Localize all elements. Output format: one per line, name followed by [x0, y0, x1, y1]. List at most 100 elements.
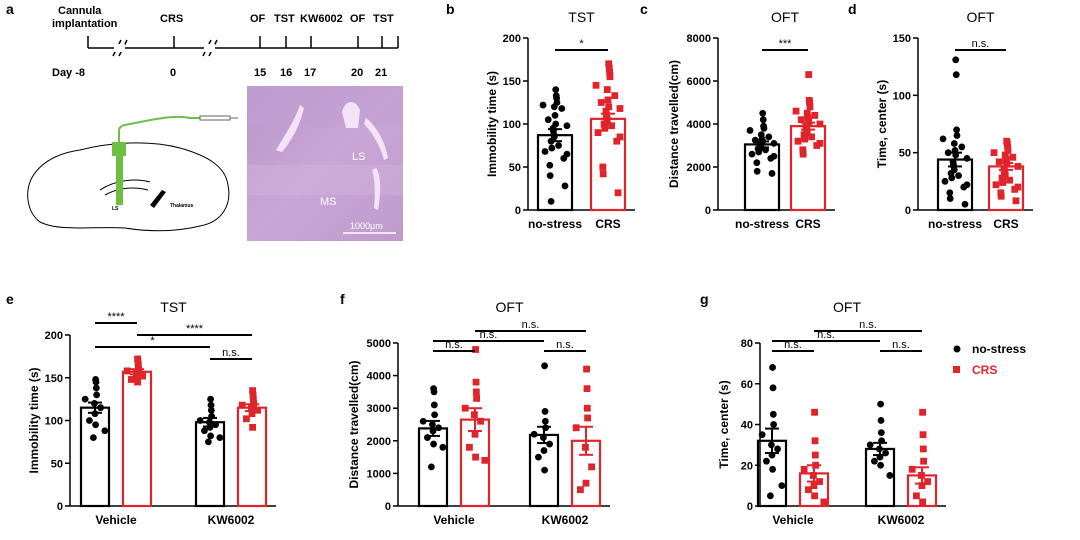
- data-point-crs: [803, 109, 811, 117]
- data-point-no-stress: [419, 417, 427, 425]
- chart-title: OFT: [967, 9, 995, 25]
- data-point-crs: [816, 478, 823, 485]
- data-point-no-stress: [960, 183, 968, 191]
- y-tick-label: 80: [741, 338, 753, 350]
- significance-label: ****: [186, 323, 204, 335]
- data-point-no-stress: [560, 155, 568, 162]
- data-point-crs: [792, 107, 800, 115]
- data-point-no-stress: [866, 441, 874, 449]
- data-point-crs: [249, 395, 257, 403]
- data-point-no-stress: [207, 432, 214, 440]
- data-point-crs: [804, 114, 812, 121]
- data-point-crs: [810, 482, 818, 490]
- data-point-crs: [797, 116, 805, 124]
- y-tick-label: 8000: [687, 33, 711, 45]
- data-point-crs: [134, 361, 142, 369]
- data-point-no-stress: [952, 71, 960, 79]
- data-point-crs: [588, 463, 595, 471]
- timeline-day-0: 0: [170, 67, 176, 79]
- data-point-no-stress: [751, 136, 759, 144]
- data-point-no-stress: [547, 198, 555, 205]
- y-tick-label: 1000: [367, 468, 391, 480]
- data-point-crs: [248, 410, 256, 418]
- data-point-crs: [477, 417, 484, 425]
- legend: no-stress CRS: [953, 342, 1026, 377]
- timeline-event-cannula: Cannula: [58, 5, 102, 17]
- data-point-no-stress: [430, 440, 437, 448]
- x-category-label: KW6002: [542, 513, 589, 527]
- data-point-crs: [472, 346, 479, 353]
- y-tick-label: 4000: [687, 119, 711, 131]
- data-point-no-stress: [91, 410, 99, 418]
- legend-marker-crs: [953, 366, 960, 373]
- data-point-crs: [1004, 143, 1012, 151]
- data-point-crs: [1003, 140, 1011, 147]
- x-category-label: KW6002: [208, 513, 255, 527]
- y-tick-label: 50: [899, 148, 911, 160]
- y-tick-label: 0: [385, 501, 391, 513]
- panel-letter-a: a: [6, 1, 14, 17]
- data-point-crs: [999, 179, 1007, 186]
- data-point-no-stress: [431, 411, 439, 419]
- data-point-no-stress: [877, 429, 885, 437]
- data-point-no-stress: [435, 424, 442, 432]
- panel-letter-g: g: [700, 291, 709, 307]
- data-point-no-stress: [544, 116, 552, 124]
- data-point-no-stress: [876, 453, 884, 461]
- data-point-no-stress: [530, 430, 538, 438]
- histology-band: [247, 86, 403, 126]
- data-point-crs: [801, 135, 809, 143]
- y-tick-label: 50: [509, 162, 521, 174]
- data-point-crs: [134, 378, 141, 386]
- x-category-label: Vehicle: [95, 513, 137, 527]
- data-point-no-stress: [958, 143, 966, 151]
- x-category-label: no-stress: [735, 217, 789, 231]
- y-tick-label: 0: [905, 205, 911, 217]
- y-axis-label: Distance travelled(cm): [347, 360, 361, 488]
- data-point-no-stress: [941, 177, 949, 185]
- x-category-label: no-stress: [528, 217, 582, 231]
- data-point-no-stress: [541, 466, 548, 474]
- data-point-no-stress: [886, 472, 894, 479]
- data-point-crs: [601, 124, 609, 132]
- timeline-event-crs: CRS: [160, 13, 183, 25]
- data-point-crs: [920, 457, 928, 465]
- timeline-event-implantation: implantation: [52, 18, 118, 30]
- data-point-no-stress: [877, 461, 884, 469]
- y-tick-label: 5000: [367, 338, 391, 350]
- data-point-no-stress: [207, 406, 215, 414]
- data-point-crs: [128, 376, 135, 383]
- data-point-crs: [811, 408, 818, 416]
- y-tick-label: 0: [705, 205, 711, 217]
- ventricle-left: [276, 105, 304, 152]
- significance-label: n.s.: [556, 339, 574, 351]
- chart-d: d OFT 0 50 100 150 Time, center (s) no-stress CR…: [848, 1, 1033, 231]
- data-point-crs: [249, 423, 256, 431]
- timeline-day-21: 21: [375, 67, 387, 79]
- data-point-no-stress: [541, 417, 549, 425]
- significance-label: n.s.: [480, 329, 498, 341]
- data-point-no-stress: [748, 150, 756, 158]
- data-point-no-stress: [546, 172, 554, 180]
- data-point-no-stress: [768, 451, 776, 459]
- data-point-no-stress: [763, 457, 770, 465]
- data-point-no-stress: [540, 447, 548, 454]
- data-point-crs: [123, 367, 131, 375]
- y-axis-label: Immobility time (s): [485, 71, 499, 177]
- significance-label: n.s.: [522, 319, 540, 331]
- data-point-no-stress: [769, 465, 776, 473]
- timeline-event-kw6002: KW6002: [300, 13, 343, 25]
- data-point-crs: [813, 142, 821, 149]
- ventricle-top: [342, 101, 360, 128]
- data-point-no-stress: [770, 139, 778, 147]
- data-point-no-stress: [953, 132, 961, 139]
- legend-label-no-stress: no-stress: [972, 342, 1026, 356]
- data-point-crs: [811, 112, 819, 119]
- data-point-crs: [472, 453, 479, 461]
- data-point-no-stress: [948, 174, 956, 182]
- data-point-no-stress: [876, 445, 883, 453]
- data-point-no-stress: [212, 421, 219, 429]
- data-point-no-stress: [196, 417, 204, 424]
